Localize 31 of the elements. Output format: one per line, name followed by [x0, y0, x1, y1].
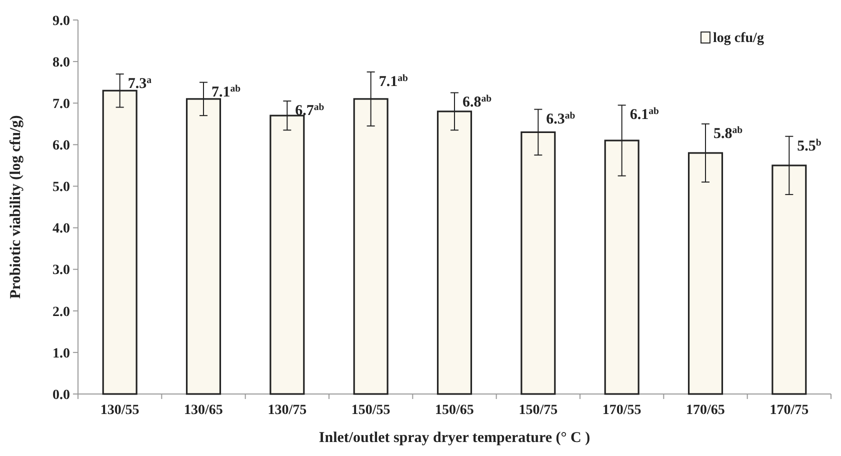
- x-tick-label: 170/75: [770, 403, 809, 418]
- data-label: 6.8$^{ab}$: [462, 93, 492, 111]
- data-label: 6.1$^{ab}$: [630, 106, 660, 124]
- y-tick-label: 9.0: [52, 14, 70, 29]
- x-tick-label: 150/65: [435, 403, 474, 418]
- y-tick-label: 0.0: [52, 388, 70, 403]
- y-axis-title: Probiotic viability (log cfu/g): [8, 115, 24, 299]
- y-tick-label: 8.0: [52, 55, 70, 70]
- y-tick-label: 1.0: [52, 346, 70, 362]
- data-label: 5.5$^{b}$: [797, 136, 822, 154]
- y-tick-label: 7.0: [52, 97, 70, 112]
- legend-label: log cfu/g: [713, 31, 764, 46]
- data-label: 7.1$^{ab}$: [212, 82, 242, 100]
- x-tick-label: 130/55: [100, 403, 140, 418]
- y-tick-label: 6.0: [52, 138, 70, 154]
- x-tick-label: 150/75: [518, 403, 558, 418]
- data-label: 6.7$^{ab}$: [295, 102, 325, 120]
- y-tick-label: 5.0: [52, 180, 70, 196]
- x-tick-label: 150/55: [351, 403, 390, 418]
- y-tick-label: 4.0: [52, 222, 70, 237]
- y-tick-label: 3.0: [52, 263, 70, 278]
- data-label: 5.8$^{ab}$: [714, 124, 744, 142]
- x-axis-title: Inlet/outlet spray dryer temperature (° C ): [318, 430, 590, 446]
- x-tick-label: 170/65: [686, 403, 725, 418]
- data-label: 6.3$^{ab}$: [546, 110, 576, 128]
- data-label: 7.1$^{ab}$: [378, 72, 408, 90]
- x-tick-label: 130/65: [184, 403, 223, 418]
- data-label: 7.3$^{a}$: [128, 74, 152, 92]
- y-tick-label: 2.0: [52, 304, 70, 320]
- x-tick-label: 170/55: [602, 403, 642, 418]
- x-tick-label: 130/75: [268, 403, 307, 418]
